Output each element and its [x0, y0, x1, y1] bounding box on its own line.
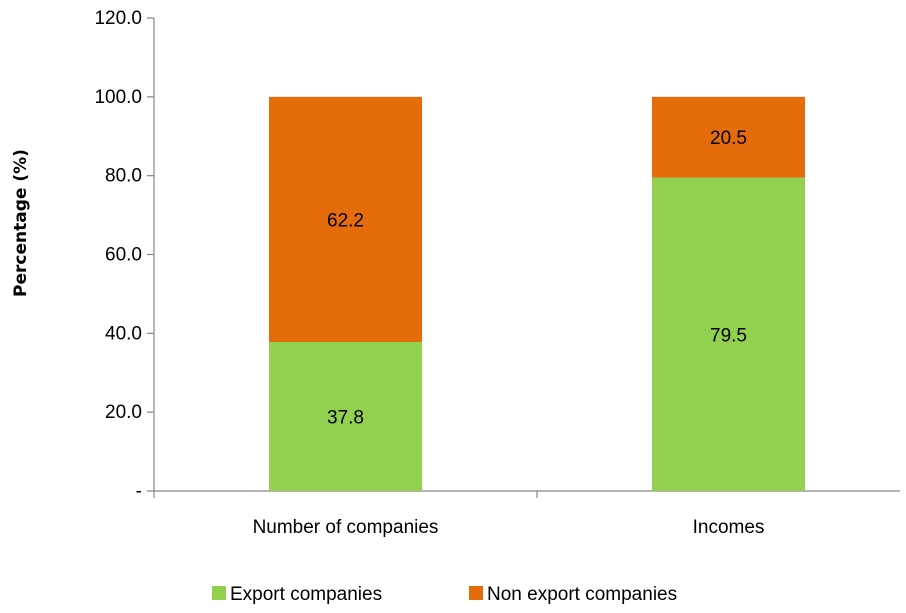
y-tick-label: 20.0 [105, 402, 142, 423]
bars [269, 96, 805, 491]
y-axis-title: Percentage (%) [11, 149, 31, 297]
bar-segment [269, 342, 422, 491]
y-tick-label: 40.0 [105, 323, 142, 344]
y-tick-label: 120.0 [94, 8, 142, 29]
y-tick-label: 100.0 [94, 87, 142, 108]
data-label: 79.5 [710, 325, 747, 346]
x-axis: Number of companies Incomes [153, 490, 900, 538]
bar-segment [652, 96, 805, 178]
legend: Export companies Non export companies [212, 584, 677, 605]
bar-segment [652, 177, 805, 491]
bar-segment [269, 96, 422, 343]
legend-item: Non export companies [469, 584, 677, 605]
y-tick-label: - [136, 481, 142, 502]
legend-label: Non export companies [487, 584, 677, 605]
legend-label: Export companies [230, 584, 382, 605]
data-labels: 37.8 62.2 79.5 20.5 [327, 128, 747, 428]
data-label: 37.8 [327, 408, 364, 429]
legend-item: Export companies [212, 584, 382, 605]
data-label: 20.5 [710, 128, 747, 149]
x-category-label: Number of companies [253, 517, 439, 538]
legend-swatch [212, 586, 226, 600]
y-axis: - 20.0 40.0 60.0 80.0 100.0 120.0 [94, 8, 155, 502]
legend-swatch [469, 586, 483, 600]
x-category-label: Incomes [693, 517, 765, 538]
y-tick-label: 80.0 [105, 166, 142, 187]
data-label: 62.2 [327, 210, 364, 231]
y-tick-label: 60.0 [105, 245, 142, 266]
